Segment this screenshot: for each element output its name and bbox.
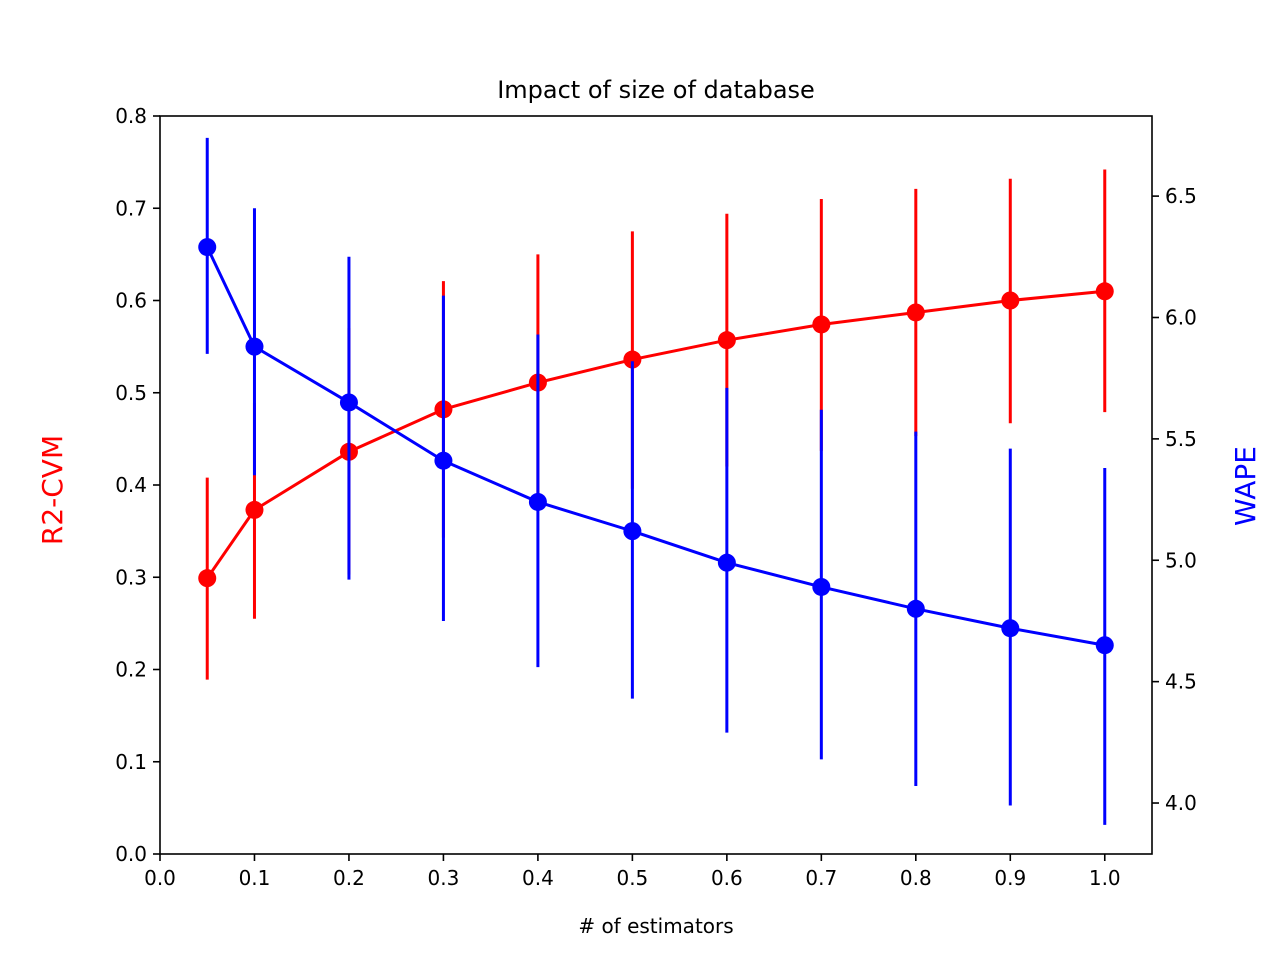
wape-point <box>339 393 358 412</box>
wape-point <box>812 577 831 596</box>
left-y-tick-label: 0.1 <box>115 750 147 774</box>
left-y-tick-label: 0.3 <box>115 565 147 589</box>
wape-point <box>1001 619 1020 638</box>
wape-point <box>623 522 642 541</box>
plot-area: 0.0 0.1 0.2 0.3 0.4 0.5 0.6 0.7 0.8 0.9 1.0 0.0 0.1 0… <box>115 104 1197 890</box>
left-y-tick-label: 0.0 <box>115 842 147 866</box>
x-tick-label: 0.1 <box>239 866 271 890</box>
x-tick-label: 1.0 <box>1089 866 1121 890</box>
r2-cvm-point <box>245 500 264 519</box>
left-y-tick-label: 0.5 <box>115 381 147 405</box>
left-y-tick-label: 0.8 <box>115 104 147 128</box>
left-y-tick-label: 0.7 <box>115 196 147 220</box>
x-tick-label: 0.4 <box>522 866 554 890</box>
r2-cvm-point <box>198 569 217 588</box>
wape-point <box>245 337 264 356</box>
right-y-tick-label: 5.5 <box>1165 427 1197 451</box>
r2-cvm-point <box>1001 291 1020 310</box>
x-tick-label: 0.9 <box>994 866 1026 890</box>
wape-point <box>528 492 547 511</box>
left-y-tick-label: 0.6 <box>115 289 147 313</box>
x-axis-title: # of estimators <box>578 914 733 938</box>
r2-cvm-point <box>1095 282 1114 301</box>
x-tick-label: 0.5 <box>616 866 648 890</box>
chart-title: Impact of size of database <box>497 76 815 104</box>
r2-cvm-point <box>623 350 642 369</box>
right-y-tick-label: 5.0 <box>1165 548 1197 572</box>
left-y-axis-title: R2-CVM <box>36 435 69 545</box>
r2-cvm-point <box>812 315 831 334</box>
wape-point <box>906 599 925 618</box>
left-y-tick-label: 0.2 <box>115 658 147 682</box>
left-y-tick-label: 0.4 <box>115 473 147 497</box>
x-tick-label: 0.6 <box>711 866 743 890</box>
wape-point <box>717 553 736 572</box>
right-y-tick-label: 6.5 <box>1165 184 1197 208</box>
wape-series <box>198 137 1114 825</box>
x-tick-label: 0.3 <box>428 866 460 890</box>
x-tick-label: 0.2 <box>333 866 365 890</box>
wape-point <box>1095 636 1114 655</box>
x-tick-label: 0.0 <box>144 866 176 890</box>
wape-point <box>434 451 453 470</box>
right-y-tick-label: 4.0 <box>1165 791 1197 815</box>
right-y-axis-title: WAPE <box>1229 446 1262 526</box>
right-y-tick-label: 6.0 <box>1165 305 1197 329</box>
wape-point <box>198 238 217 257</box>
x-tick-label: 0.8 <box>900 866 932 890</box>
r2-cvm-point <box>717 331 736 350</box>
right-y-tick-label: 4.5 <box>1165 670 1197 694</box>
r2-cvm-point <box>906 303 925 322</box>
x-tick-label: 0.7 <box>805 866 837 890</box>
